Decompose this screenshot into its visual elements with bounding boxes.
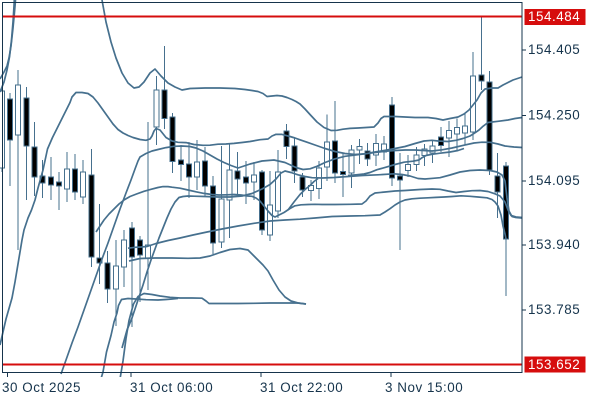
svg-text:3 Nov 15:00: 3 Nov 15:00 xyxy=(385,380,463,395)
svg-text:153.940: 153.940 xyxy=(528,237,580,252)
svg-text:31 Oct 06:00: 31 Oct 06:00 xyxy=(130,380,213,395)
svg-text:154.484: 154.484 xyxy=(528,9,580,24)
svg-text:153.785: 153.785 xyxy=(528,302,580,317)
svg-text:31 Oct 22:00: 31 Oct 22:00 xyxy=(260,380,343,395)
svg-text:154.405: 154.405 xyxy=(528,42,580,57)
svg-text:30 Oct 2025: 30 Oct 2025 xyxy=(2,380,81,395)
svg-text:153.652: 153.652 xyxy=(528,357,580,372)
svg-text:154.095: 154.095 xyxy=(528,173,580,188)
svg-text:154.250: 154.250 xyxy=(528,108,580,123)
